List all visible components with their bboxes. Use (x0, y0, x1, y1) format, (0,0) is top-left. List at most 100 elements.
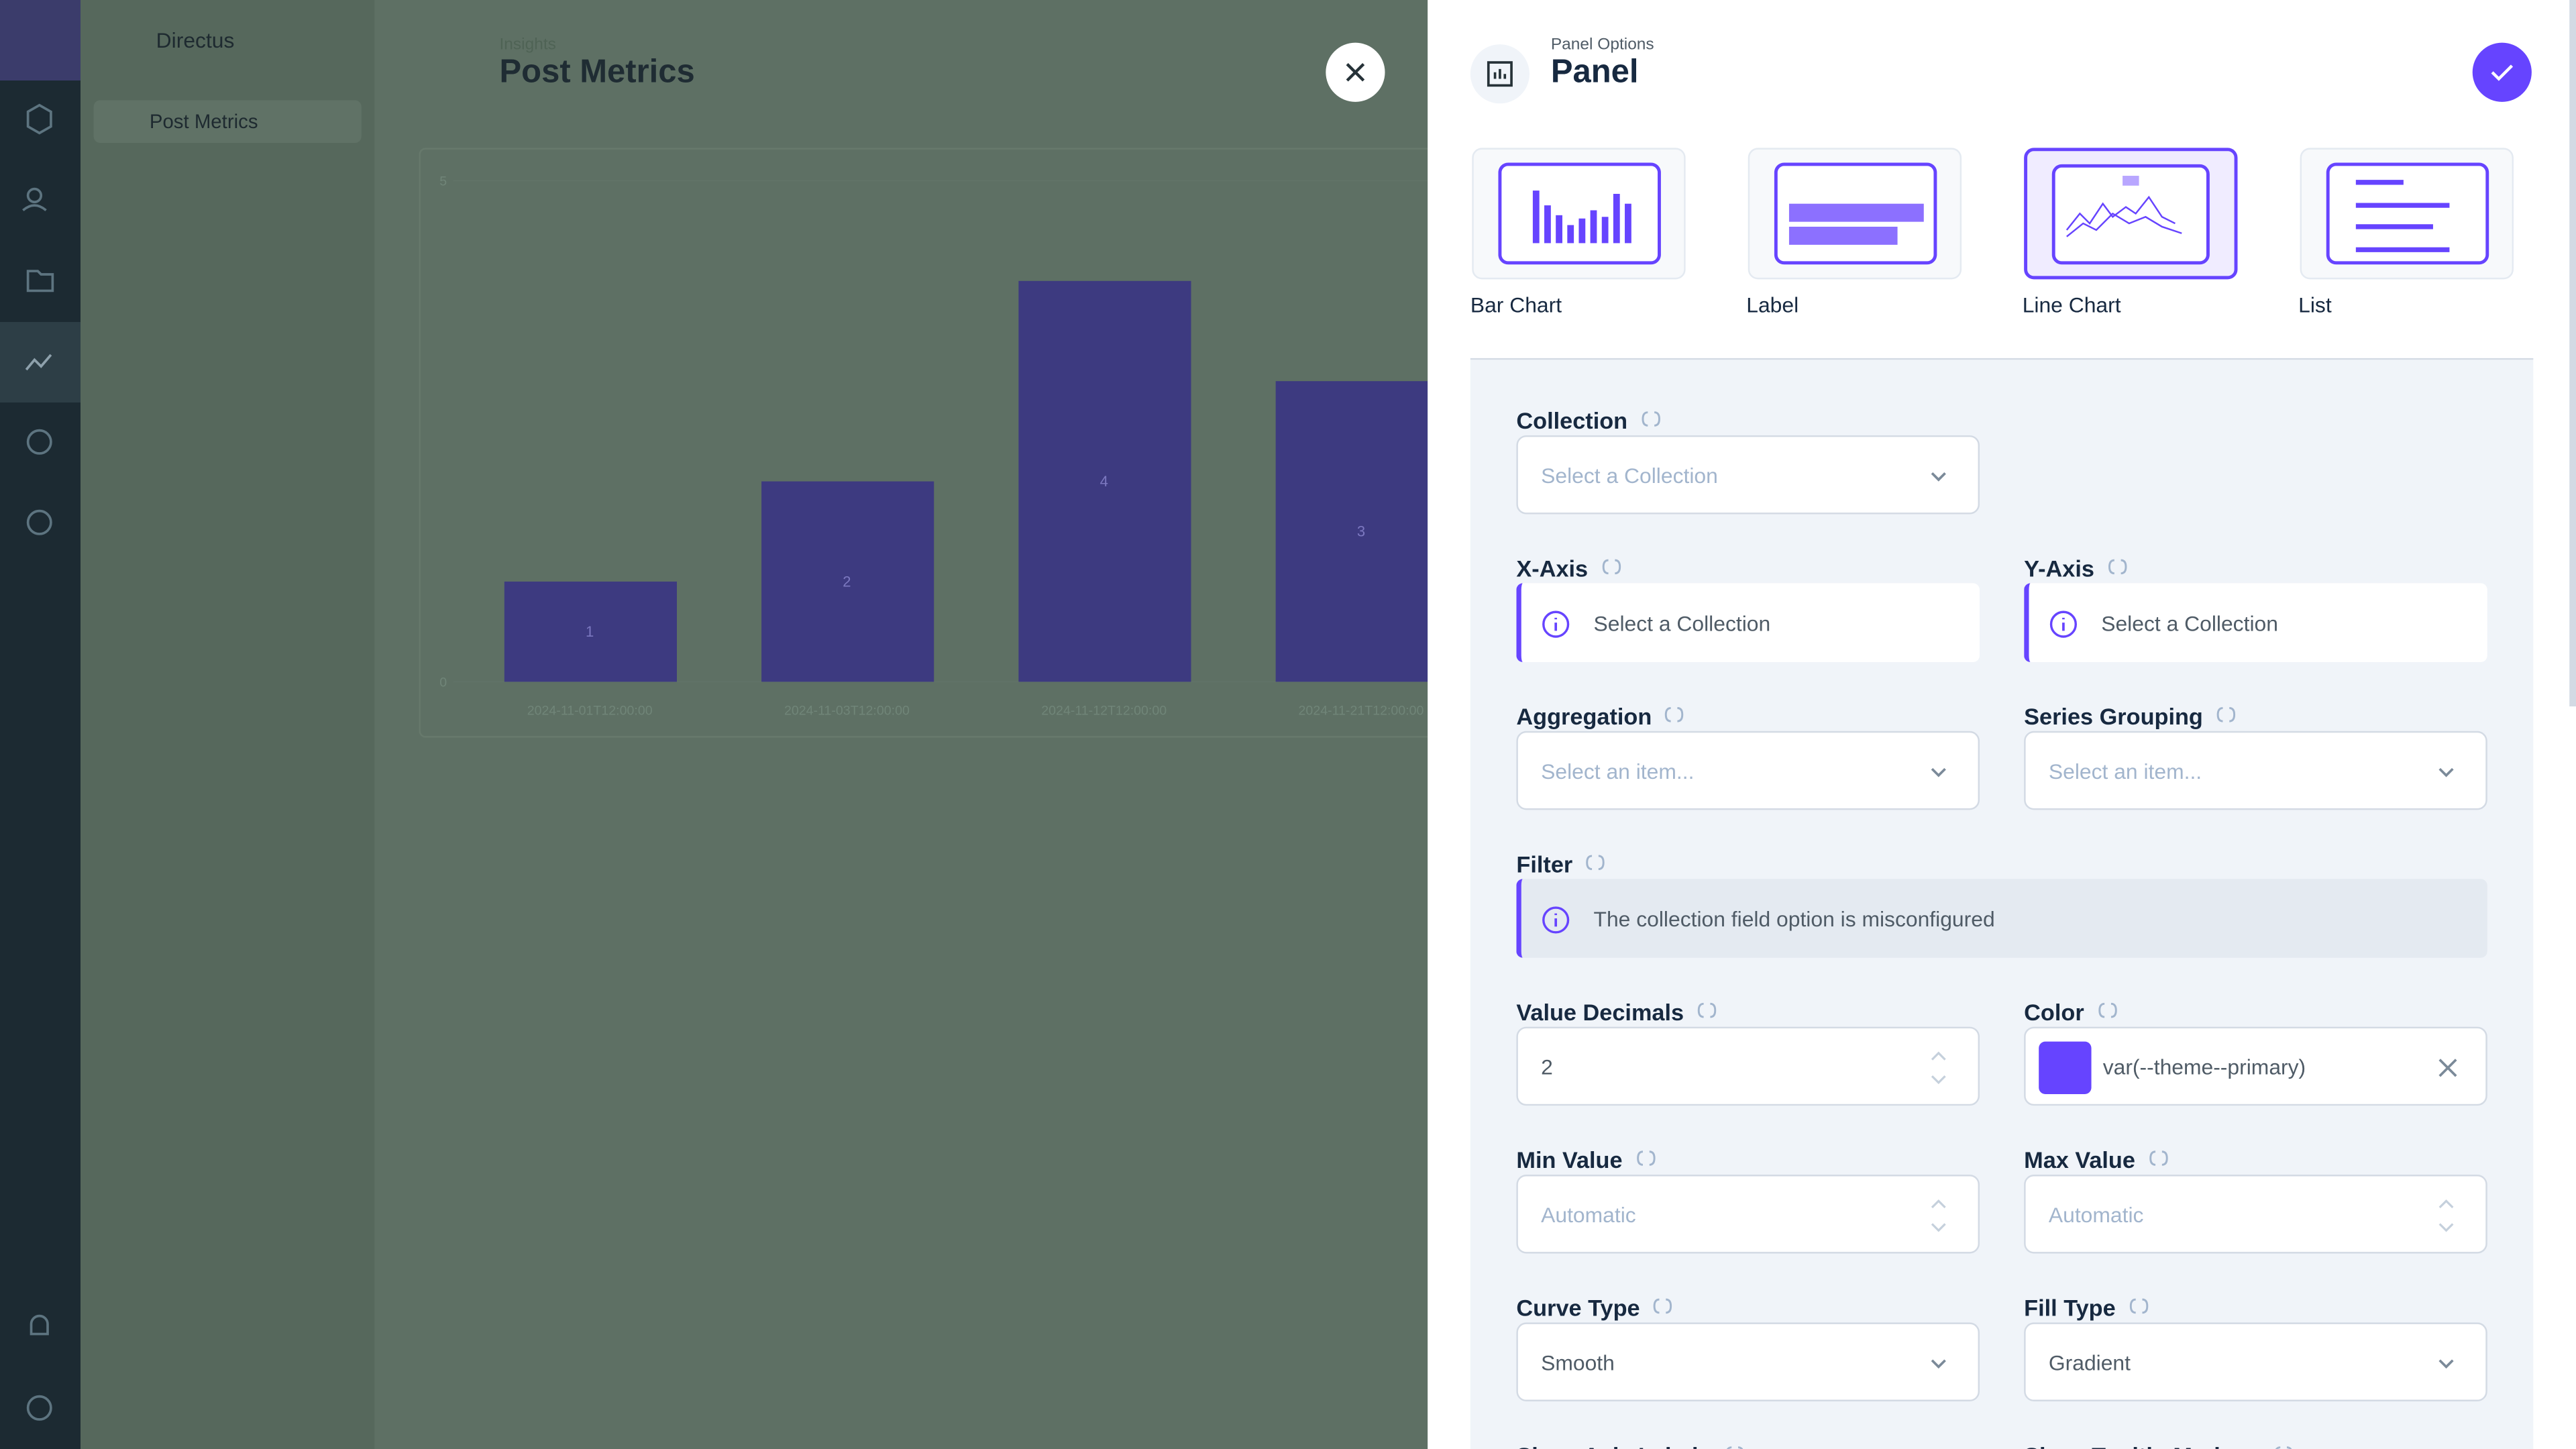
input-text: Smooth (1541, 1349, 1615, 1375)
nav-insights[interactable] (0, 322, 81, 403)
field-label: Min Value (1516, 1146, 1623, 1173)
raw-value-toggle[interactable] (2214, 703, 2237, 735)
field-label: X-Axis (1516, 555, 1589, 582)
notice: Select a Collection (1516, 583, 1980, 662)
chevron (2438, 1359, 2454, 1369)
notice-text: The collection field option is misconfig… (1593, 906, 1995, 931)
divider (1470, 358, 2534, 360)
input-text: Select an item... (2048, 758, 2202, 783)
clear-icon[interactable] (2436, 1057, 2459, 1079)
input[interactable]: Select an item... (1516, 731, 1980, 810)
sidebar: Directus Post Metrics (80, 0, 375, 1449)
nav-item[interactable] (93, 100, 362, 144)
input-text: Automatic (2048, 1201, 2144, 1227)
raw-value-toggle[interactable] (2127, 1295, 2150, 1326)
panel-type-preview (1774, 162, 1937, 265)
panel-type-preview (2326, 162, 2489, 265)
panel-type-preview (2051, 164, 2210, 265)
panel-type-label: List (2298, 292, 2332, 317)
input[interactable]: Smooth (1516, 1322, 1980, 1401)
input-text: 2 (1541, 1054, 1553, 1079)
nav-rail (0, 0, 81, 1449)
panel-type-card[interactable] (2300, 148, 2514, 280)
raw-value-toggle[interactable] (2272, 1442, 2295, 1449)
raw-value-toggle[interactable] (1584, 851, 1607, 883)
color-swatch (2039, 1041, 2092, 1095)
form: Collection Select a Collection X-Axis Selec… (1470, 360, 2534, 1449)
info-icon (1542, 610, 1570, 638)
input[interactable]: Gradient (2024, 1322, 2487, 1401)
raw-value-toggle[interactable] (2147, 1146, 2170, 1178)
notice: The collection field option is misconfig… (1516, 879, 2487, 958)
bar (761, 481, 934, 682)
drawer: Panel Options Panel Bar Chart Label Line C… (1428, 0, 2576, 1449)
notice-text: Select a Collection (2101, 610, 2278, 635)
logo[interactable] (0, 0, 81, 81)
input[interactable]: Automatic (2024, 1175, 2487, 1254)
input-text: Automatic (1541, 1201, 1636, 1227)
panel-type-label: Label (1746, 292, 1799, 317)
raw-value-toggle[interactable] (2096, 999, 2119, 1030)
breadcrumb: Insights (499, 36, 556, 54)
bar-label: 1 (586, 623, 594, 640)
nav-item-label[interactable]: Post Metrics (149, 110, 258, 133)
panel-type-card[interactable] (2024, 148, 2238, 280)
field-label: Filter (1516, 851, 1573, 877)
input[interactable]: Automatic (1516, 1175, 1980, 1254)
stepper (1931, 1199, 1946, 1232)
chevron (1931, 767, 1946, 777)
drawer-title: Panel (1550, 54, 1639, 91)
x-tick-label: 2024-11-12T12:00:00 (1041, 703, 1167, 718)
drawer-icon (1470, 44, 1530, 104)
raw-value-toggle[interactable] (1662, 703, 1685, 735)
field-label: Color (2024, 998, 2084, 1026)
input[interactable]: Select a Collection (1516, 435, 1980, 515)
panel-type-label: Line Chart (2022, 292, 2121, 317)
field-label: Collection (1516, 407, 1628, 434)
raw-value-toggle[interactable] (1640, 407, 1662, 439)
input-text: Select a Collection (1541, 462, 1718, 488)
panel-type-card[interactable] (1472, 148, 1686, 280)
raw-value-toggle[interactable] (1723, 1442, 1746, 1449)
input[interactable]: 2 (1516, 1026, 1980, 1106)
input[interactable]: var(--theme--primary) (2024, 1026, 2487, 1106)
main: Insights Post Metrics 0 5 1 2024-11-01T12:0… (374, 0, 1474, 1449)
input-text: var(--theme--primary) (2102, 1054, 2306, 1079)
panel-type-label: Bar Chart (1470, 292, 1562, 317)
field-label: Curve Type (1516, 1294, 1640, 1321)
panel-chart: 0 5 1 2024-11-01T12:00:00 2 2024-11-03T12:00:… (439, 174, 1428, 718)
bar (1275, 381, 1428, 682)
raw-value-toggle[interactable] (1635, 1146, 1658, 1178)
info-icon (1542, 906, 1570, 934)
bar (1018, 280, 1191, 682)
bar-label: 2 (843, 573, 851, 590)
project-name: Directus (156, 28, 235, 53)
drawer-subtitle: Panel Options (1550, 36, 1654, 54)
stepper (1931, 1051, 1946, 1085)
field-label: Max Value (2024, 1146, 2135, 1173)
raw-value-toggle[interactable] (1600, 555, 1623, 587)
x-tick-label: 2024-11-21T12:00:00 (1299, 703, 1424, 718)
chevron (1931, 1359, 1946, 1369)
close-button[interactable] (1324, 41, 1387, 103)
notice-text: Select a Collection (1593, 610, 1771, 635)
bar (504, 581, 677, 682)
field-label: Show Tooltip Markers (2024, 1442, 2261, 1449)
chevron (2438, 767, 2454, 777)
save-button[interactable] (2471, 41, 2533, 103)
bar-label: 4 (1100, 473, 1108, 490)
input-text: Gradient (2048, 1349, 2131, 1375)
page-title: Post Metrics (499, 54, 695, 91)
info-icon (2049, 610, 2078, 638)
rail-icons (22, 103, 54, 1421)
bar-label: 3 (1357, 523, 1365, 540)
stepper (2438, 1199, 2454, 1232)
field-label: Value Decimals (1516, 998, 1684, 1026)
raw-value-toggle[interactable] (1695, 999, 1718, 1030)
raw-value-toggle[interactable] (2106, 555, 2129, 587)
input[interactable]: Select an item... (2024, 731, 2487, 810)
panel-type-card[interactable] (1748, 148, 1962, 280)
chevron (1931, 472, 1946, 482)
raw-value-toggle[interactable] (1651, 1295, 1674, 1326)
